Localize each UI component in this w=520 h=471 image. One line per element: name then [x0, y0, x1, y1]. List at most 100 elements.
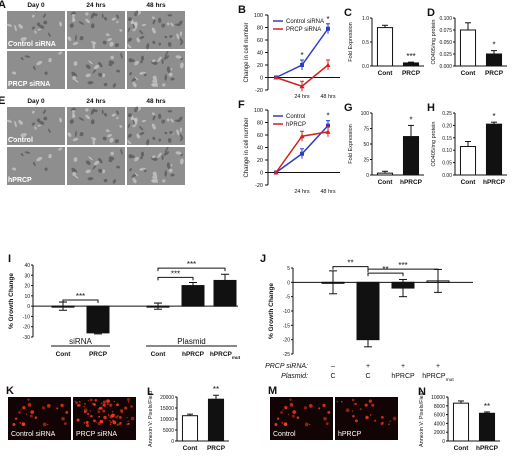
- data-point: [300, 151, 304, 156]
- column-label: 24 hrs: [86, 2, 106, 9]
- cell-mark: [103, 178, 108, 183]
- significance-bracket: [62, 299, 99, 303]
- cell-mark: [85, 64, 91, 70]
- cell-mark: [166, 22, 170, 26]
- x-tick-label: hPRCPmut: [210, 351, 241, 360]
- y-tick-label: 0.05: [442, 161, 452, 167]
- cell-mark: [158, 113, 162, 119]
- fluorescent-spot: [22, 405, 26, 410]
- cell-mark: [71, 114, 76, 118]
- bar: [459, 29, 477, 67]
- row-label: Control: [8, 137, 33, 144]
- cell-mark: [101, 169, 106, 174]
- y-tick-label: 0.050: [439, 40, 452, 46]
- cell-mark: [139, 30, 144, 35]
- cell-mark: [179, 158, 184, 165]
- cell-mark: [38, 120, 45, 125]
- x-tick-label: PRCP: [485, 70, 504, 77]
- cell-mark: [20, 153, 24, 157]
- condition-label: +: [366, 363, 370, 370]
- fluorescent-spot: [46, 403, 51, 408]
- fluorescent-spot: [118, 415, 122, 419]
- y-tick-label: -5: [286, 295, 291, 301]
- condition-label: –: [331, 363, 335, 370]
- y-tick-label: 30: [24, 273, 30, 279]
- cell-mark: [36, 60, 43, 66]
- y-tick-label: 20: [257, 63, 263, 69]
- significance-marker: **: [347, 259, 353, 268]
- panel-letter-A: A: [0, 0, 6, 11]
- cell-mark: [87, 177, 94, 181]
- cell-mark: [90, 12, 95, 19]
- panel-letter-K: K: [6, 385, 14, 397]
- data-point: [273, 75, 279, 80]
- y-tick-label: 0: [442, 439, 445, 445]
- cell-mark: [93, 160, 100, 166]
- y-tick-label: -15: [283, 323, 290, 329]
- fluorescent-spot: [130, 416, 135, 421]
- significance-marker: **: [484, 402, 490, 411]
- cell-mark: [48, 153, 52, 159]
- y-tick-label: 2000: [434, 430, 445, 436]
- cell-mark: [164, 170, 167, 177]
- cell-mark: [11, 42, 16, 47]
- cell-mark: [108, 156, 115, 161]
- y-axis-label: Fold Expression: [348, 124, 354, 163]
- cell-mark: [170, 22, 174, 27]
- column-label: 24 hrs: [86, 98, 106, 105]
- cell-mark: [152, 75, 157, 80]
- cell-mark: [168, 72, 173, 77]
- x-tick-label: Cont: [454, 445, 470, 452]
- fluorescent-spot: [112, 420, 117, 425]
- condition-label: +: [436, 363, 440, 370]
- cell-mark: [79, 132, 84, 137]
- fluorescent-spot: [56, 407, 59, 410]
- data-point: [300, 63, 304, 67]
- x-tick-label: Cont: [56, 351, 72, 358]
- y-tick-label: -10: [283, 309, 290, 315]
- cell-mark: [18, 119, 23, 125]
- y-tick-label: 0.25: [442, 111, 452, 117]
- cell-mark: [158, 42, 162, 46]
- cell-mark: [103, 112, 108, 117]
- fluorescent-spot: [34, 416, 38, 419]
- y-tick-label: 60: [257, 38, 263, 44]
- bar: [181, 415, 199, 442]
- cell-mark: [14, 24, 17, 32]
- y-tick-label: 0: [287, 280, 290, 286]
- cell-mark: [179, 37, 184, 43]
- fluorescent-spot: [351, 410, 354, 412]
- x-tick-label: Cont: [378, 70, 394, 77]
- fluorescent-spot: [126, 423, 129, 426]
- y-tick-label: -30: [23, 335, 30, 341]
- fluorescent-spot: [116, 403, 119, 407]
- fluorescent-spot: [364, 403, 368, 407]
- cell-mark: [179, 133, 184, 139]
- fluorescent-spot: [365, 415, 369, 420]
- cell-mark: [127, 17, 133, 22]
- condition-label: hPRCP: [391, 373, 415, 380]
- cell-mark: [114, 139, 120, 144]
- cell-mark: [71, 14, 76, 17]
- cell-mark: [101, 109, 104, 115]
- fluorescent-spot: [292, 410, 297, 414]
- y-tick-label: 1.0: [362, 16, 369, 22]
- cell-mark: [169, 130, 174, 135]
- cell-mark: [161, 155, 164, 161]
- cell-mark: [72, 75, 77, 80]
- fluorescent-spot: [113, 400, 115, 403]
- cell-mark: [168, 168, 173, 173]
- significance-marker: *: [326, 112, 329, 121]
- panel-letter-H: H: [427, 102, 435, 114]
- cell-mark: [109, 137, 114, 143]
- panel-letter-D: D: [427, 7, 435, 19]
- data-point: [326, 26, 330, 31]
- data-point: [299, 83, 305, 89]
- fluorescent-spot: [102, 403, 106, 407]
- cell-mark: [34, 126, 37, 130]
- cell-mark: [43, 116, 48, 121]
- fluorescent-spot: [97, 410, 101, 414]
- cell-mark: [134, 106, 139, 113]
- cell-mark: [134, 76, 139, 81]
- cell-mark: [179, 41, 183, 46]
